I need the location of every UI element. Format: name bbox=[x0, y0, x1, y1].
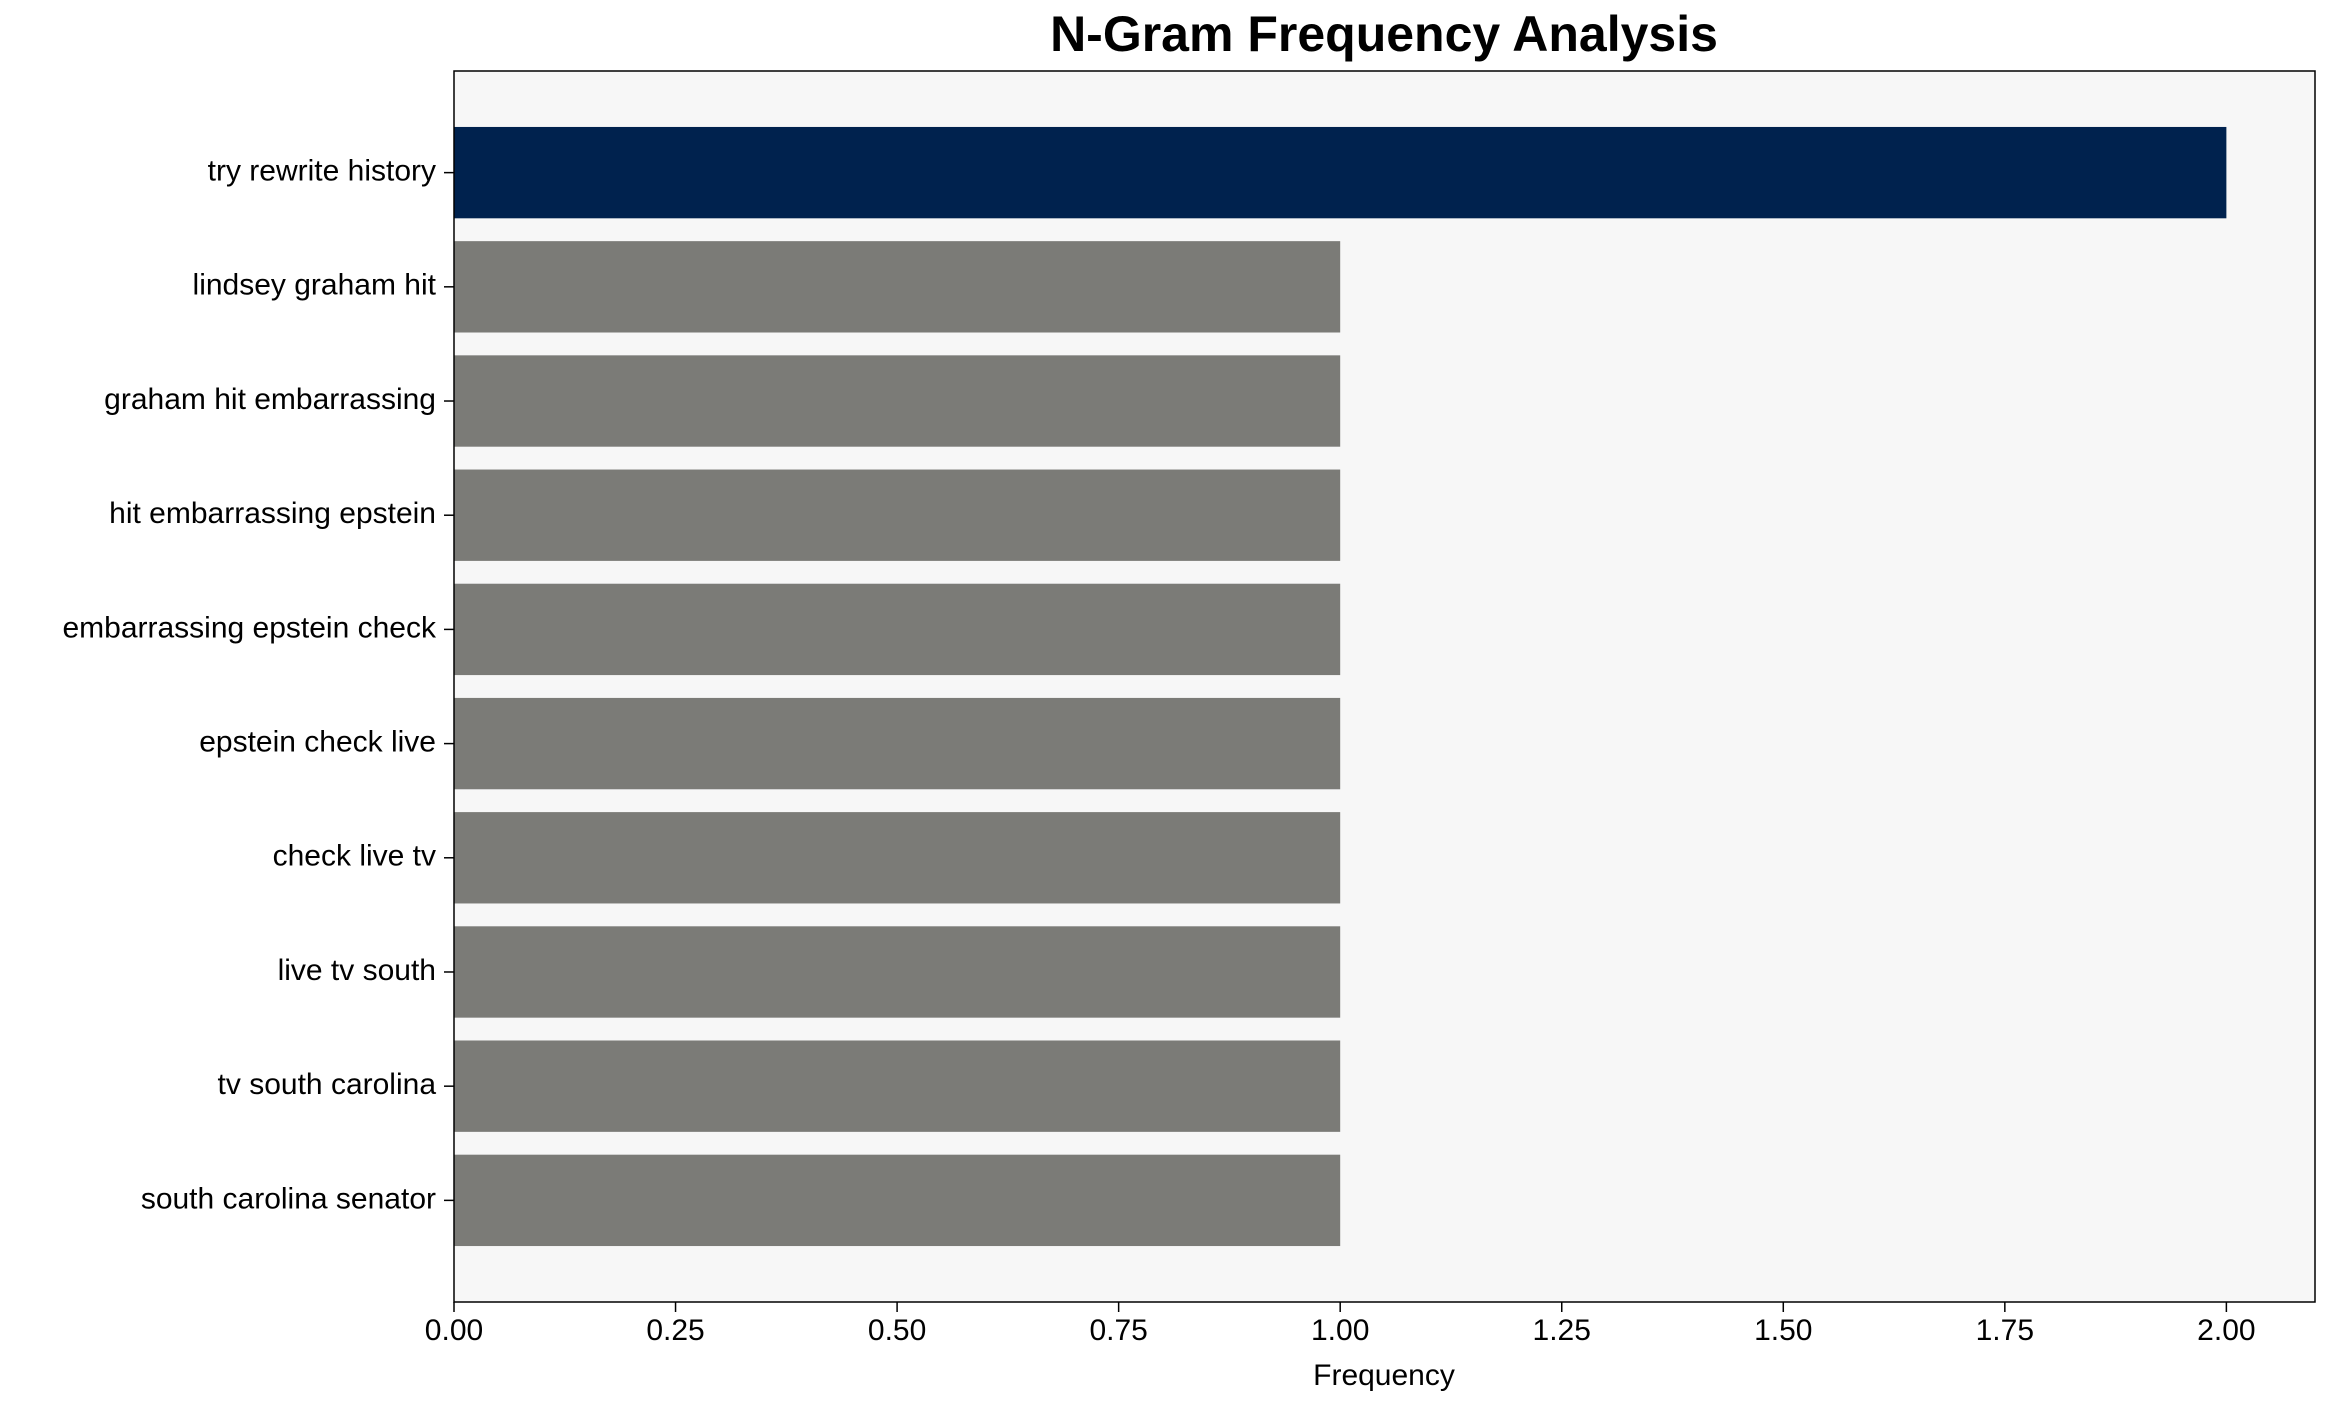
plot-frame bbox=[453, 70, 2316, 1303]
bar bbox=[454, 812, 1341, 904]
bar bbox=[454, 926, 1341, 1018]
x-tick-label: 0.75 bbox=[1089, 1314, 1147, 1347]
y-tick-label: south carolina senator bbox=[141, 1182, 436, 1215]
bar bbox=[454, 583, 1341, 676]
x-tick-label: 1.50 bbox=[1754, 1314, 1812, 1347]
y-tick-label: live tv south bbox=[278, 954, 436, 987]
x-tick-label: 1.25 bbox=[1533, 1314, 1591, 1347]
bar bbox=[454, 1154, 1341, 1247]
bar bbox=[454, 355, 1341, 447]
chart-title: N-Gram Frequency Analysis bbox=[1050, 6, 1718, 62]
x-tick-label: 0.25 bbox=[646, 1314, 704, 1347]
y-tick-label: hit embarrassing epstein bbox=[109, 497, 436, 530]
bar bbox=[454, 241, 1341, 333]
bar bbox=[454, 126, 2227, 219]
x-tick-label: 1.00 bbox=[1311, 1314, 1369, 1347]
y-tick-label: lindsey graham hit bbox=[193, 269, 437, 302]
y-tick-label: embarrassing epstein check bbox=[62, 611, 437, 644]
x-tick-label: 0.00 bbox=[425, 1314, 483, 1347]
x-tick-label: 0.50 bbox=[868, 1314, 926, 1347]
x-tick-label: 2.00 bbox=[2197, 1314, 2255, 1347]
y-tick-label: try rewrite history bbox=[208, 155, 436, 188]
y-tick-label: check live tv bbox=[273, 840, 436, 873]
bar bbox=[454, 1040, 1341, 1132]
bar bbox=[454, 469, 1341, 561]
x-axis-label: Frequency bbox=[1313, 1359, 1455, 1392]
y-tick-label: epstein check live bbox=[199, 726, 436, 759]
bar bbox=[454, 697, 1341, 790]
x-tick-label: 1.75 bbox=[1976, 1314, 2034, 1347]
y-tick-label: graham hit embarrassing bbox=[104, 383, 436, 416]
y-tick-label: tv south carolina bbox=[218, 1068, 437, 1101]
